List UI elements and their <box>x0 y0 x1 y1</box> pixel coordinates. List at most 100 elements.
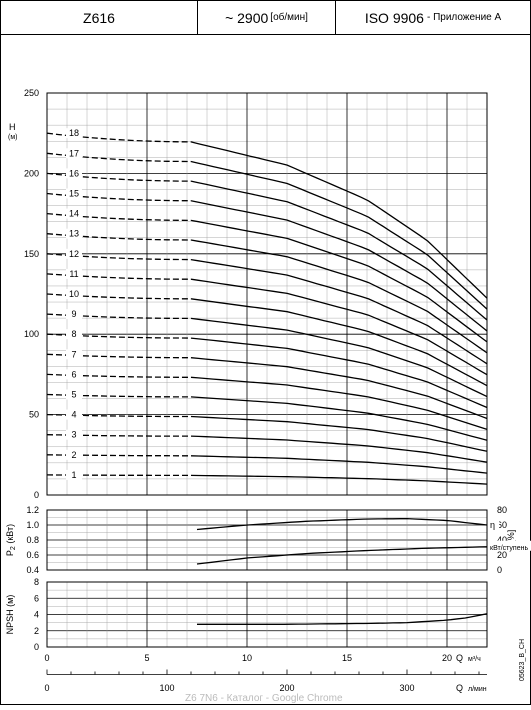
power-tick-label: 0.6 <box>26 550 39 560</box>
stage-label-bg <box>66 268 82 279</box>
flow-m3h-tick-label: 0 <box>44 653 49 663</box>
stage-label: 18 <box>69 128 79 138</box>
flow-lmin-tick-label: 100 <box>159 683 174 693</box>
stage-label-bg <box>66 469 82 480</box>
head-curve-dashed-6 <box>46 373 191 378</box>
head-curve-dashed-13 <box>46 233 192 241</box>
power-tick-label: 1.2 <box>26 505 39 515</box>
head-tick-label: 100 <box>24 329 39 339</box>
stage-label-bg <box>66 289 82 299</box>
head-curve-3 <box>190 435 488 463</box>
stage-label-bg <box>66 449 82 460</box>
head-curve-9 <box>190 317 488 398</box>
head-tick-label: 50 <box>29 410 39 420</box>
head-tick-label: 200 <box>24 168 39 178</box>
flow-m3h-tick-label: 10 <box>242 653 252 663</box>
header-model-cell: Z616 <box>1 1 197 34</box>
series-label-bg <box>489 540 531 551</box>
efficiency-curve <box>196 517 488 531</box>
efficiency-tick-label: 80 <box>497 505 507 515</box>
browser-watermark: Z6 7N6 - Каталог - Google Chrome <box>185 693 343 704</box>
stage-label: 5 <box>71 390 76 400</box>
flow-lmin-axis-label: Q <box>456 683 463 693</box>
stage-label-bg <box>66 369 82 380</box>
header-standard-cell: ISO 9906 - Приложение A <box>336 1 530 34</box>
plot-area <box>46 509 488 571</box>
npsh-tick-label: 0 <box>34 642 39 652</box>
head-curve-6 <box>190 376 488 431</box>
power-curve <box>196 546 488 565</box>
stage-label: 11 <box>69 269 78 279</box>
npsh-tick-label: 6 <box>34 593 39 603</box>
head-grid <box>46 92 488 496</box>
head-curve-dashed-14 <box>46 212 192 222</box>
power-axis-label: P2 (кВт) <box>5 524 17 556</box>
npsh-tick-label: 4 <box>34 610 39 620</box>
stage-label-bg <box>66 128 82 139</box>
head-curve-18 <box>190 141 488 299</box>
head-curve-dashed-2 <box>46 454 191 457</box>
efficiency-tick-label: 20 <box>497 550 507 560</box>
npsh-axis-label: NPSH (м) <box>5 595 15 635</box>
npsh-tick-label: 2 <box>34 626 39 636</box>
stage-label-bg <box>66 188 82 199</box>
stage-label: 8 <box>71 329 76 339</box>
stage-label-bg <box>66 429 82 440</box>
npsh-tick-label: 8 <box>34 577 39 587</box>
flow-m3h-tick-label: 15 <box>342 653 352 663</box>
flow-m3h-axis-label: Q <box>456 653 463 663</box>
stage-label-bg <box>66 389 82 400</box>
head-curve-13 <box>190 239 488 354</box>
flow-lmin-tick-label: 200 <box>279 683 294 693</box>
head-curve-dashed-3 <box>46 434 191 437</box>
stage-label-bg <box>66 329 82 340</box>
head-curve-14 <box>190 219 488 343</box>
head-curve-dashed-9 <box>46 313 191 320</box>
stage-label-bg <box>66 228 82 239</box>
head-curve-12 <box>190 258 488 365</box>
head-curve-dashed-7 <box>46 353 191 359</box>
head-curve-5 <box>190 396 488 441</box>
head-curve-4 <box>190 415 488 452</box>
head-curve-1 <box>190 474 488 485</box>
stage-label: 2 <box>71 450 76 460</box>
flow-m3h-tick-label: 20 <box>442 653 452 663</box>
speed-unit: [об/мин] <box>270 12 308 23</box>
head-curve-17 <box>190 160 488 310</box>
head-curve-dashed-17 <box>46 152 192 163</box>
efficiency-tick-label: 60 <box>497 520 507 530</box>
stage-label: 4 <box>71 410 76 420</box>
stage-label-bg <box>66 309 82 320</box>
head-curve-8 <box>190 337 488 409</box>
head-curve-dashed-5 <box>46 393 191 398</box>
stage-label: 14 <box>69 209 79 219</box>
standard-name: ISO 9906 <box>364 9 424 26</box>
head-curve-dashed-15 <box>46 192 191 202</box>
head-curve-2 <box>190 455 488 474</box>
power-label: кВт/ступень <box>490 545 528 552</box>
series-label-bg <box>489 519 499 529</box>
stage-label-bg <box>66 168 82 179</box>
efficiency-label: η <box>490 520 495 530</box>
head-axis-unit: (м) <box>8 134 17 141</box>
flow-m3h-tick-label: 5 <box>144 653 149 663</box>
stage-label: 9 <box>71 309 76 319</box>
power-tick-label: 0.8 <box>26 535 39 545</box>
power-grid <box>46 509 488 571</box>
head-curve-7 <box>190 357 488 420</box>
head-curve-dashed-8 <box>46 333 192 339</box>
stage-label: 17 <box>69 148 79 158</box>
head-curve-16 <box>190 180 488 321</box>
head-curve-dashed-16 <box>46 172 191 182</box>
flow-lmin-axis-unit: л/мин <box>468 686 487 693</box>
head-curve-dashed-12 <box>46 253 192 261</box>
head-curve-10 <box>190 298 488 387</box>
flow-lmin-tick-label: 0 <box>44 683 49 693</box>
stage-label-bg <box>66 208 82 219</box>
stage-label-bg <box>66 409 82 420</box>
stage-label: 10 <box>69 289 79 299</box>
power-tick-label: 0.4 <box>26 565 39 575</box>
power-tick-label: 1.0 <box>26 520 39 530</box>
head-curve-dashed-10 <box>46 293 191 300</box>
